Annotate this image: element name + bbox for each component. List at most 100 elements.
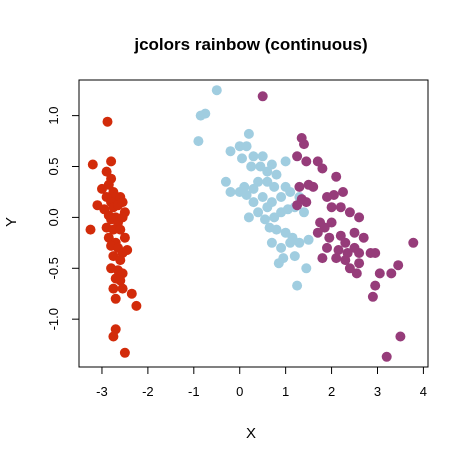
data-point — [395, 331, 406, 342]
data-point — [349, 227, 360, 238]
data-point — [115, 275, 126, 286]
data-point — [119, 232, 130, 243]
data-point — [211, 85, 222, 96]
x-tick-label: 1 — [282, 384, 289, 399]
data-point — [110, 293, 121, 304]
data-point — [108, 331, 119, 342]
data-point — [285, 187, 296, 197]
data-point — [294, 181, 305, 192]
data-point — [257, 151, 268, 162]
y-tick-label: -1.0 — [46, 308, 61, 330]
data-point — [248, 151, 259, 162]
x-tick-label: -1 — [188, 384, 200, 399]
data-point — [340, 237, 351, 248]
x-tick-label: 4 — [420, 384, 427, 399]
data-point — [386, 268, 397, 279]
data-point — [326, 202, 337, 213]
data-point — [237, 153, 247, 164]
data-point — [87, 159, 98, 170]
data-point — [358, 232, 369, 243]
data-point — [374, 268, 385, 279]
data-point — [266, 237, 277, 248]
data-point — [271, 169, 282, 180]
data-point — [333, 245, 344, 255]
data-point — [322, 242, 332, 253]
data-point — [303, 234, 314, 245]
data-point — [324, 232, 335, 243]
data-point — [296, 194, 307, 205]
data-point — [280, 227, 291, 238]
data-point — [246, 161, 257, 172]
data-point — [262, 166, 273, 177]
data-point — [294, 237, 305, 248]
x-tick-label: -3 — [96, 384, 108, 399]
data-point — [253, 207, 264, 218]
data-point — [115, 224, 126, 235]
data-point — [301, 156, 312, 167]
y-tick-label: 0.5 — [46, 157, 61, 175]
data-point — [193, 136, 204, 147]
data-point — [241, 190, 252, 200]
data-point — [117, 212, 128, 223]
data-point — [248, 197, 259, 208]
y-axis-label: Y — [3, 217, 20, 227]
data-point — [354, 248, 365, 258]
data-point — [262, 202, 273, 213]
data-point — [408, 237, 419, 248]
data-point — [262, 176, 273, 187]
data-point — [131, 300, 142, 311]
data-point — [301, 263, 312, 274]
data-point — [289, 251, 300, 262]
data-point — [328, 190, 339, 200]
y-tick-label: 0.0 — [46, 208, 61, 226]
y-axis: -1.0 -0.5 0.0 0.5 1.0 — [46, 107, 80, 330]
data-point — [312, 227, 323, 238]
data-point — [351, 268, 362, 279]
data-point — [225, 146, 236, 157]
data-point — [393, 260, 404, 271]
data-point — [338, 187, 348, 197]
data-point — [117, 283, 128, 294]
data-point — [269, 212, 280, 223]
data-point — [276, 192, 287, 202]
data-point — [126, 288, 137, 299]
x-tick-label: 0 — [236, 384, 243, 399]
data-point — [257, 192, 268, 202]
data-point — [370, 248, 381, 258]
data-point — [331, 253, 342, 264]
data-point — [119, 347, 130, 358]
data-point — [108, 224, 119, 235]
data-point — [117, 197, 128, 208]
data-point — [195, 110, 206, 121]
data-point — [299, 139, 309, 150]
data-point — [280, 156, 291, 167]
data-point — [344, 207, 355, 218]
x-axis: -3 -2 -1 0 1 2 3 4 — [96, 366, 427, 399]
data-point — [381, 351, 392, 362]
data-point — [271, 224, 282, 235]
data-point — [326, 217, 337, 228]
plot-frame — [78, 79, 429, 368]
data-point — [273, 258, 284, 269]
data-point — [241, 141, 252, 152]
data-point — [225, 187, 236, 197]
data-point — [299, 207, 309, 218]
chart-title: jcolors rainbow (continuous) — [133, 35, 367, 54]
data-point — [292, 280, 303, 291]
data-point — [276, 242, 287, 253]
data-point — [335, 230, 346, 241]
data-point — [102, 116, 113, 127]
data-point — [122, 245, 133, 255]
data-point — [234, 141, 245, 152]
data-point — [248, 183, 259, 194]
data-point — [370, 280, 381, 291]
data-point — [317, 163, 328, 174]
data-point — [354, 258, 365, 269]
x-tick-label: 3 — [374, 384, 381, 399]
data-point — [106, 156, 117, 167]
data-point — [331, 171, 342, 182]
data-point — [220, 176, 231, 187]
data-point — [317, 253, 328, 264]
points-layer — [85, 85, 419, 362]
